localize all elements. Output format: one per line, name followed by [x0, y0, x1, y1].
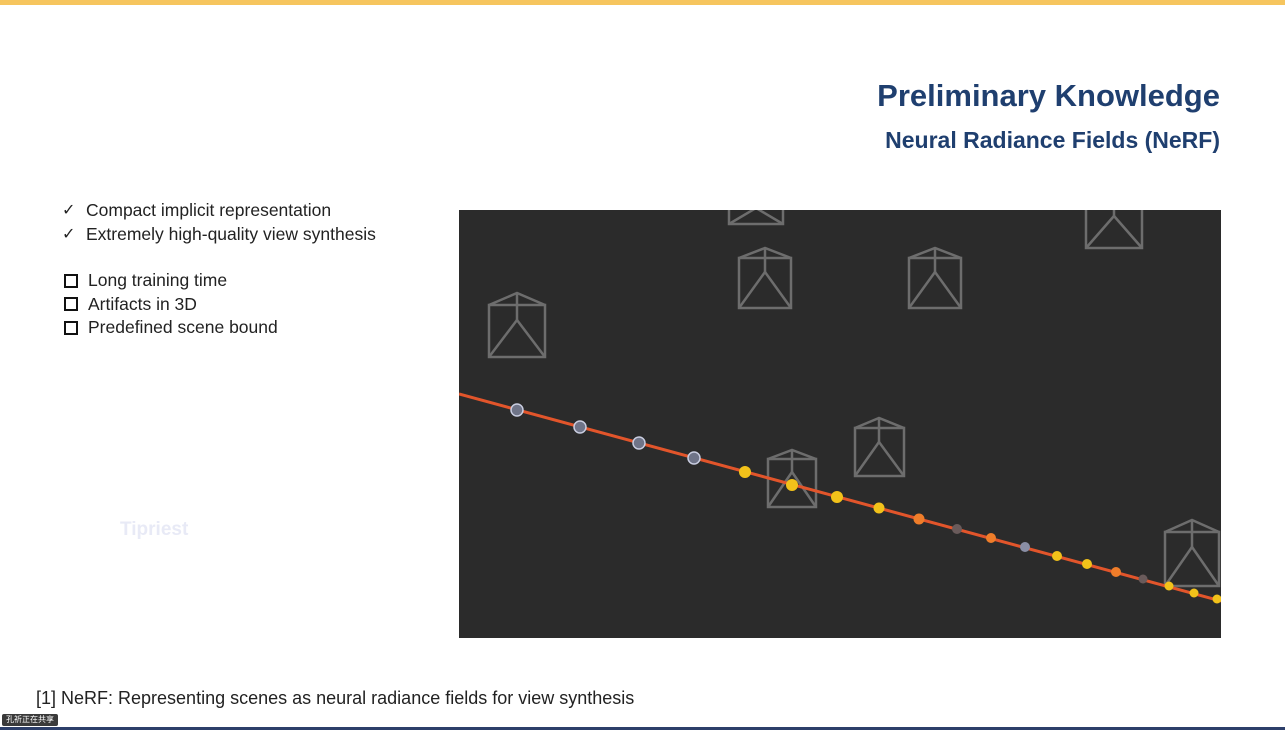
camera-frustum-icon	[766, 448, 818, 509]
density-sample	[986, 533, 996, 543]
density-sample	[739, 466, 751, 478]
ray-samples	[510, 403, 1221, 604]
check-icon: ✓	[62, 225, 76, 243]
pro-text: Compact implicit representation	[86, 200, 332, 220]
slide-subtitle: Neural Radiance Fields (NeRF)	[885, 127, 1220, 153]
density-sample	[1164, 581, 1174, 591]
empty-space-sample	[510, 403, 524, 417]
density-sample	[1189, 588, 1199, 598]
empty-space-sample	[1138, 574, 1148, 584]
pro-item: ✓ Compact implicit representation	[62, 199, 376, 223]
empty-space-sample	[952, 524, 962, 534]
density-sample	[1111, 567, 1121, 577]
camera-frustum-icon	[853, 416, 906, 478]
camera-frustum-icon	[1084, 210, 1144, 250]
density-sample	[1082, 559, 1092, 569]
watermark-text: Tipriest	[120, 519, 189, 540]
density-sample	[913, 513, 925, 525]
ray-sampling-illustration	[459, 210, 1221, 604]
reference-citation: [1] NeRF: Representing scenes as neural …	[36, 688, 635, 708]
camera-frustum-icon	[487, 291, 547, 359]
bullet-list: ✓ Compact implicit representation ✓ Extrem…	[62, 199, 376, 340]
nerf-ray-figure	[459, 210, 1221, 638]
check-icon: ✓	[62, 202, 76, 219]
con-text: Long training time	[88, 270, 228, 290]
density-sample	[873, 502, 885, 514]
con-text: Artifacts in 3D	[88, 293, 197, 314]
con-item: Predefined scene bound	[62, 316, 376, 340]
density-sample	[786, 479, 798, 491]
empty-space-sample	[632, 436, 646, 450]
camera-frustum-icon	[737, 246, 793, 310]
pro-text: Extremely high-quality view synthesis	[86, 223, 376, 244]
bottom-border	[0, 727, 1285, 730]
density-sample	[831, 491, 843, 503]
slide-title: Preliminary Knowledge	[877, 78, 1220, 113]
density-sample	[1052, 551, 1062, 561]
camera-frustum-icon	[907, 246, 963, 310]
pro-item: ✓ Extremely high-quality view synthesis	[62, 223, 376, 247]
density-sample	[1212, 594, 1221, 604]
accent-top-bar	[0, 0, 1285, 5]
camera-frustum-icon	[727, 210, 785, 226]
camera-frustum-icon	[1163, 518, 1221, 588]
empty-space-sample	[573, 420, 587, 434]
con-item: Long training time	[62, 269, 376, 293]
checkbox-icon	[64, 297, 78, 312]
con-item: Artifacts in 3D	[62, 293, 376, 317]
screen-share-indicator[interactable]: 孔祈正在共享	[2, 714, 58, 726]
share-status-text: 孔祈正在共享	[6, 715, 54, 724]
checkbox-icon	[64, 320, 78, 335]
con-text: Predefined scene bound	[88, 317, 278, 337]
empty-space-sample	[687, 451, 701, 465]
checkbox-icon	[64, 273, 78, 288]
empty-space-sample	[1020, 542, 1030, 552]
